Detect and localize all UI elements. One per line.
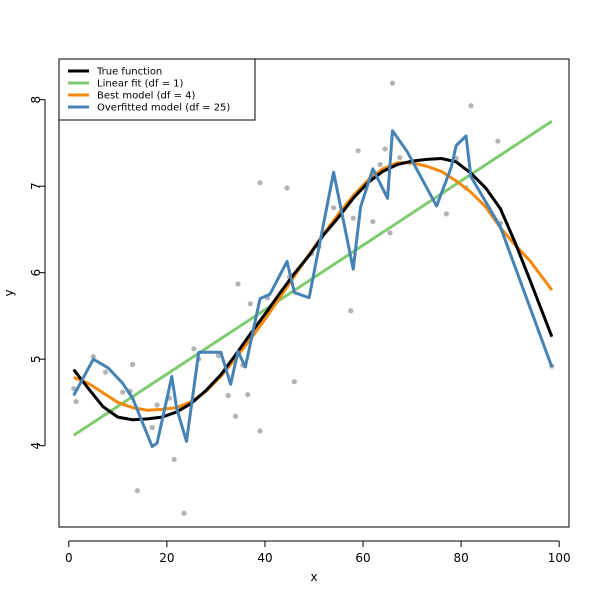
series-line-overfitted-model xyxy=(72,129,554,449)
x-tick-label: 60 xyxy=(355,551,370,565)
data-point xyxy=(350,215,356,221)
data-point xyxy=(215,353,221,359)
data-point xyxy=(377,161,383,168)
data-point xyxy=(443,211,450,217)
data-point xyxy=(355,148,361,154)
data-point xyxy=(171,456,177,463)
legend-label: Best model (df = 4) xyxy=(97,91,196,102)
data-point xyxy=(387,230,393,236)
data-point xyxy=(257,428,263,434)
data-point xyxy=(331,205,337,211)
data-point xyxy=(397,155,403,161)
data-point xyxy=(257,180,263,186)
data-point xyxy=(129,361,136,367)
data-point xyxy=(232,413,239,419)
series-line-true-function xyxy=(72,156,554,422)
data-point xyxy=(245,392,251,398)
x-axis: 0 20 40 60 80 100 xyxy=(65,540,571,565)
y-tick-label: 4 xyxy=(29,442,43,450)
data-point xyxy=(291,379,297,385)
x-tick-label: 80 xyxy=(453,551,468,565)
legend-label: Linear fit (df = 1) xyxy=(97,79,184,90)
y-tick-label: 6 xyxy=(29,269,43,277)
x-axis-title: x xyxy=(310,570,317,584)
data-point xyxy=(468,103,474,109)
series-layer xyxy=(72,120,554,449)
x-tick-label: 0 xyxy=(65,551,73,565)
y-axis-title: y xyxy=(2,289,16,296)
y-tick-label: 8 xyxy=(29,96,43,104)
plot-frame xyxy=(58,58,570,528)
data-point xyxy=(382,146,388,152)
x-tick-label: 20 xyxy=(159,551,174,565)
x-tick-label: 40 xyxy=(257,551,272,565)
data-point xyxy=(134,488,141,494)
data-point xyxy=(225,392,231,399)
data-point xyxy=(389,80,396,86)
data-point xyxy=(191,346,197,352)
data-point xyxy=(149,424,155,431)
data-point xyxy=(370,219,376,225)
data-point xyxy=(71,385,77,392)
data-point xyxy=(154,402,160,408)
data-point xyxy=(181,510,187,516)
x-tick-label: 100 xyxy=(548,551,571,565)
data-point xyxy=(495,138,501,144)
data-point xyxy=(284,185,290,191)
data-point xyxy=(120,389,126,395)
data-point xyxy=(102,369,109,375)
data-point xyxy=(247,301,253,307)
legend-label: Overfitted model (df = 25) xyxy=(97,103,230,114)
y-axis: 4 5 6 7 8 xyxy=(29,96,46,450)
legend-label: True function xyxy=(96,67,162,78)
y-tick-label: 7 xyxy=(29,182,43,190)
data-point xyxy=(235,281,241,287)
data-point xyxy=(90,353,96,360)
legend-box xyxy=(58,58,256,121)
y-tick-label: 5 xyxy=(29,355,43,363)
data-point xyxy=(348,308,354,314)
data-point xyxy=(73,398,79,405)
